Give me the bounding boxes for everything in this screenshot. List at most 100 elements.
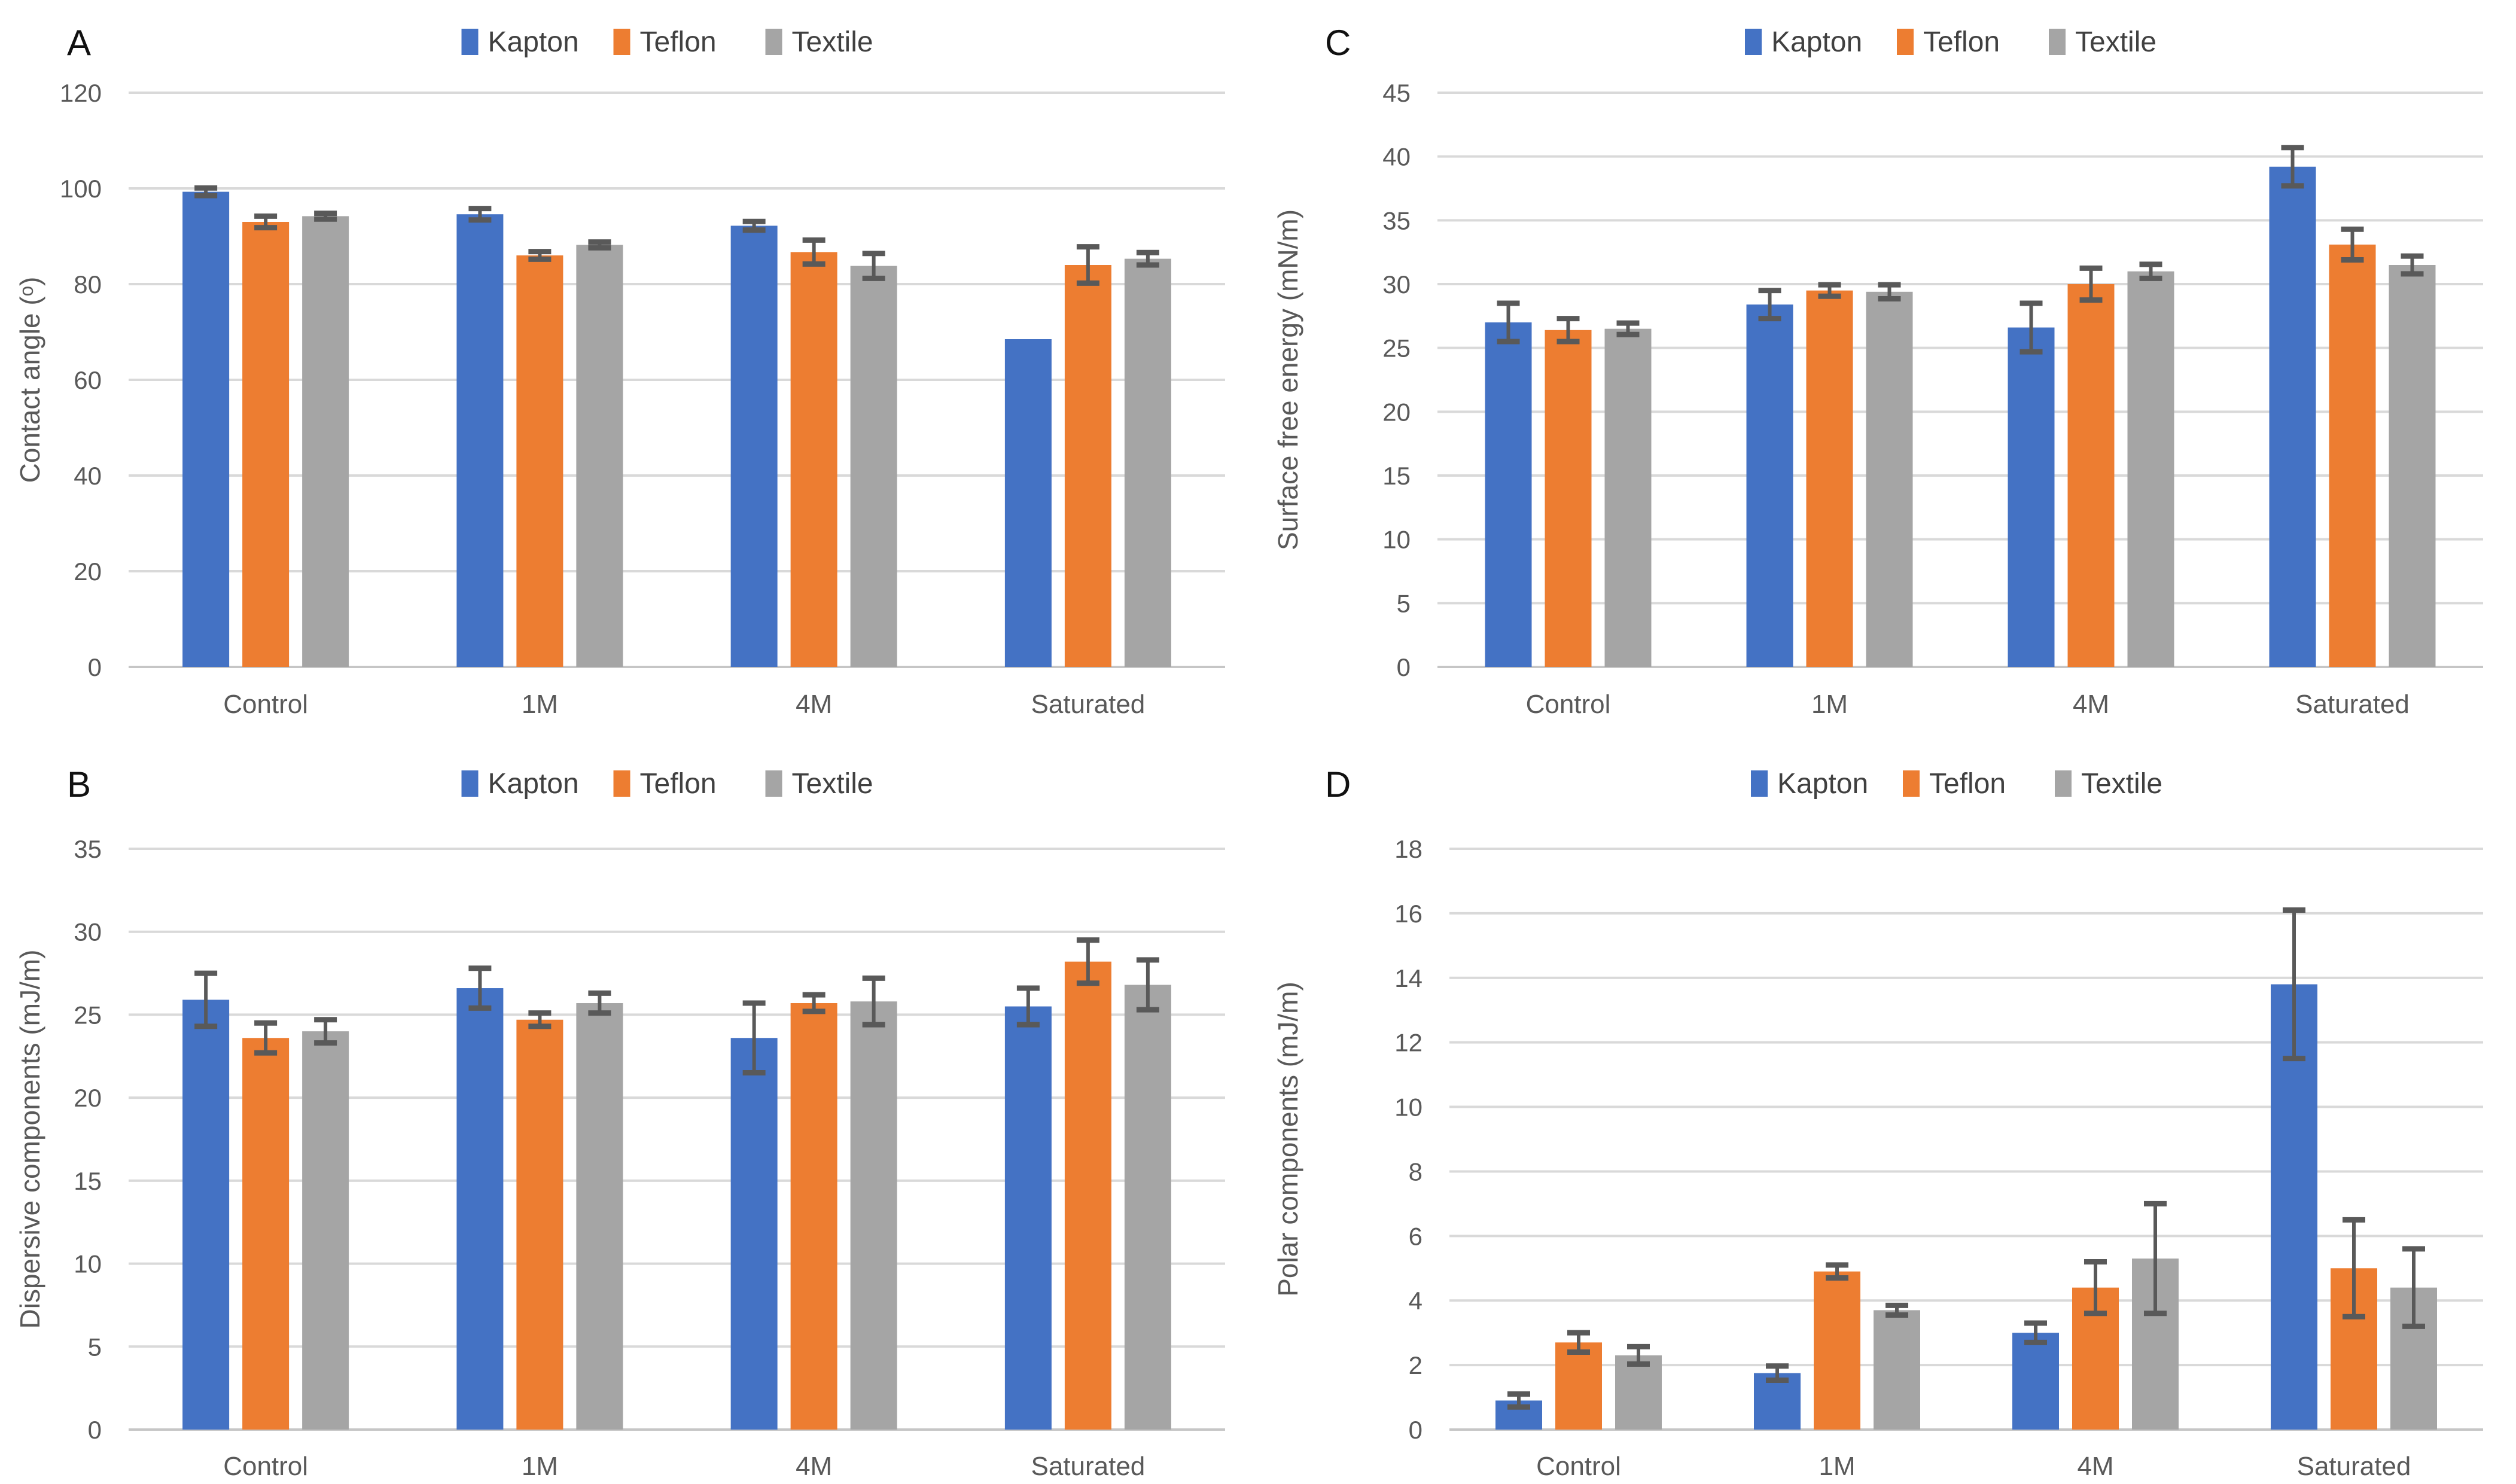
y-tick-label-30: 30 [1382, 270, 1411, 298]
error-bar-textile-4m [2139, 261, 2162, 281]
bar-textile-control [1615, 1355, 1662, 1430]
error-bar-kapton-control [194, 970, 218, 1029]
legend-swatch-teflon [1903, 770, 1920, 797]
bar-teflon-4m [2067, 284, 2115, 667]
error-bar-textile-saturated [1136, 249, 1159, 268]
category-label-4m: 4M [796, 690, 832, 719]
error-bar-teflon-1m [1826, 1262, 1848, 1281]
y-axis-title-B: Dispersive components (mJ/m) [14, 950, 45, 1329]
legend-swatch-textile [765, 770, 782, 797]
legend-label-textile: Textile [2075, 26, 2156, 58]
y-tick-label-10: 10 [1382, 526, 1411, 554]
legend-swatch-teflon [613, 29, 630, 55]
category-label-control: Control [223, 1452, 308, 1481]
gridlines [129, 848, 1225, 1431]
chart-panel-D: 0 2 4 6 8 10 12 14 16 18 Control 1M 4M Saturated Polar… [1272, 764, 2483, 1481]
y-tick-label-0: 0 [1409, 1416, 1423, 1444]
bar-kapton-4m [730, 1038, 778, 1430]
error-bar-kapton-4m [2024, 1320, 2047, 1345]
bar-teflon-1m [1814, 1271, 1860, 1430]
bar-textile-1m [1866, 291, 1913, 667]
legend-swatch-kapton [461, 770, 479, 797]
panel-letter-A: A [67, 23, 91, 63]
y-tick-label-20: 20 [74, 557, 102, 586]
error-bar-teflon-saturated [1076, 244, 1099, 286]
bar-kapton-control [1485, 322, 1532, 667]
panel-C-surface-free-energy: 0 5 10 15 20 25 30 35 40 45 Control 1M 4M Saturated Su… [1258, 0, 2516, 742]
error-bar-textile-control [314, 211, 337, 222]
y-tick-label-0: 0 [88, 653, 102, 681]
legend-label-kapton: Kapton [1771, 26, 1862, 58]
error-bar-textile-1m [1886, 1302, 1908, 1318]
y-tick-label-30: 30 [74, 918, 102, 946]
bar-textile-control [302, 216, 349, 667]
error-bar-teflon-4m [802, 237, 826, 267]
legend-label-teflon: Teflon [1929, 768, 2006, 800]
bar-kapton-1m [1746, 304, 1793, 668]
y-tick-label-15: 15 [1382, 462, 1411, 490]
legend-label-textile: Textile [792, 26, 873, 58]
legend-swatch-kapton [461, 29, 479, 55]
bar-teflon-control [1555, 1342, 1602, 1430]
bar-textile-4m [2127, 271, 2174, 668]
error-bar-kapton-1m [1758, 288, 1781, 322]
y-tick-label-0: 0 [1397, 653, 1411, 681]
error-bar-textile-4m [862, 975, 885, 1028]
y-tick-label-8: 8 [1409, 1157, 1423, 1186]
error-bar-teflon-1m [528, 1010, 552, 1029]
bar-teflon-1m [516, 1019, 563, 1430]
error-bar-teflon-control [254, 213, 278, 231]
panel-A-contact-angle: 0 20 40 60 80 100 120 Control 1M 4M Saturated Conta… [0, 0, 1258, 742]
bar-teflon-control [1545, 330, 1592, 667]
gridlines [1437, 92, 2483, 668]
category-label-1m: 1M [522, 690, 558, 719]
y-tick-label-120: 120 [60, 79, 102, 107]
panel-B-dispersive-components: 0 5 10 15 20 25 30 35 Control 1M 4M Saturated Disper… [0, 742, 1258, 1484]
y-axis-title-C: Surface free energy (mN/m) [1272, 209, 1303, 550]
category-label-saturated: Saturated [2295, 690, 2410, 719]
panel-letter-B: B [67, 764, 91, 805]
bar-kapton-saturated [1004, 339, 1052, 667]
y-tick-label-60: 60 [74, 366, 102, 394]
y-tick-label-14: 14 [1394, 964, 1423, 992]
bar-teflon-saturated [1064, 265, 1111, 667]
error-bar-textile-4m [862, 251, 885, 281]
error-bar-teflon-control [1556, 316, 1580, 345]
error-bar-teflon-control [254, 1020, 278, 1056]
error-bar-textile-saturated [2402, 1246, 2425, 1329]
y-tick-label-35: 35 [74, 835, 102, 863]
error-bar-textile-control [1627, 1343, 1650, 1367]
category-label-saturated: Saturated [1031, 690, 1145, 719]
bar-kapton-saturated [2269, 166, 2316, 667]
bar-textile-saturated [1124, 258, 1171, 668]
legend-label-kapton: Kapton [488, 26, 579, 58]
error-bar-kapton-saturated [1016, 985, 1040, 1028]
legend: Kapton Teflon Textile [461, 26, 873, 58]
gridlines [129, 92, 1225, 668]
bar-kapton-1m [456, 214, 504, 667]
error-bar-kapton-4m [742, 218, 766, 233]
y-tick-label-25: 25 [74, 1001, 102, 1029]
y-tick-label-80: 80 [74, 270, 102, 298]
y-axis-title-A: Contact angle (ᵒ) [14, 277, 45, 483]
bar-teflon-saturated [2329, 244, 2376, 667]
legend-label-teflon: Teflon [640, 26, 717, 58]
y-tick-label-40: 40 [74, 462, 102, 490]
y-tick-label-100: 100 [60, 175, 102, 203]
bar-kapton-4m [2012, 1333, 2059, 1430]
legend-label-kapton: Kapton [488, 768, 579, 800]
error-bar-kapton-1m [1766, 1363, 1789, 1383]
y-tick-label-40: 40 [1382, 143, 1411, 171]
error-bar-teflon-4m [2079, 265, 2103, 303]
chart-panel-C: 0 5 10 15 20 25 30 35 40 45 Control 1M 4M Saturated Su… [1272, 23, 2483, 719]
y-tick-label-12: 12 [1394, 1029, 1423, 1057]
error-bar-teflon-saturated [2343, 1217, 2365, 1320]
y-tick-label-5: 5 [88, 1333, 102, 1361]
category-label-4m: 4M [2073, 690, 2109, 719]
category-label-control: Control [223, 690, 308, 719]
legend-swatch-textile [765, 29, 782, 55]
bar-teflon-4m [790, 1003, 837, 1430]
bar-textile-1m [576, 245, 623, 667]
error-bar-teflon-control [1567, 1330, 1590, 1355]
error-bar-textile-control [1616, 320, 1640, 337]
